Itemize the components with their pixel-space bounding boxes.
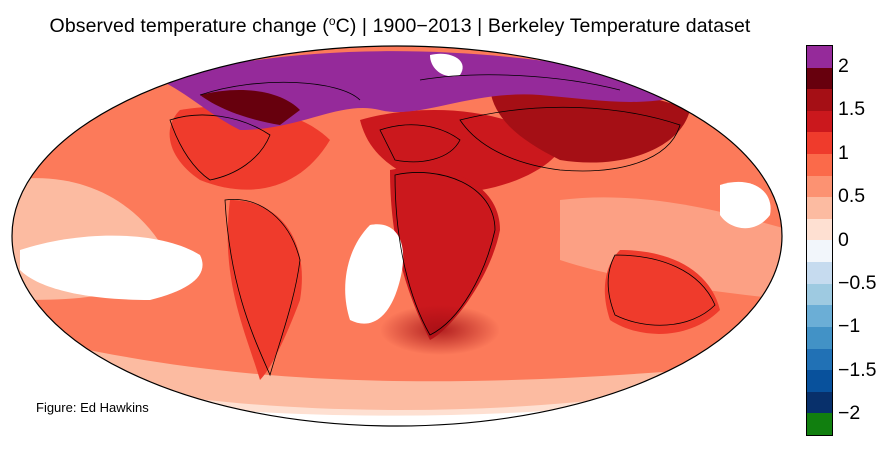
figure-title: Observed temperature change (oC) | 1900−… [0,14,800,38]
colorbar-tick-label: −0.5 [838,271,877,294]
title-degree-symbol: o [328,14,336,28]
colorbar-tick-label: −2 [838,402,861,425]
figure-credit: Figure: Ed Hawkins [36,400,149,415]
colorbar [806,45,833,436]
colorbar-tick-label: −1 [838,315,861,338]
colorbar-band [807,154,832,176]
colorbar-band [807,132,832,155]
map-field [12,46,782,426]
colorbar-band [807,326,832,349]
colorbar-band [807,262,832,284]
colorbar-band [807,197,832,219]
globe-outline [11,45,783,427]
colorbar-band [807,67,832,90]
colorbar-band [807,348,832,371]
colorbar-band [807,391,832,414]
colorbar-band [807,283,832,306]
colorbar-tick-label: 0 [838,228,849,251]
colorbar-band [807,370,832,392]
title-prefix: Observed temperature change ( [49,15,329,37]
colorbar-tick-label: −1.5 [838,358,877,381]
colorbar-band [807,240,832,263]
colorbar-band [807,413,832,435]
colorbar-band [807,305,832,327]
colorbar-tick-label: 1.5 [838,98,866,121]
colorbar-band [807,110,832,133]
colorbar-band [807,46,832,68]
title-suffix: C) | 1900−2013 | Berkeley Temperature da… [335,15,751,37]
colorbar-band [807,89,832,111]
colorbar-band [807,175,832,198]
colorbar-band [807,218,832,241]
colorbar-tick-label: 1 [838,141,849,164]
colorbar-tick-label: 2 [838,54,849,77]
colorbar-tick-label: 0.5 [838,185,866,208]
